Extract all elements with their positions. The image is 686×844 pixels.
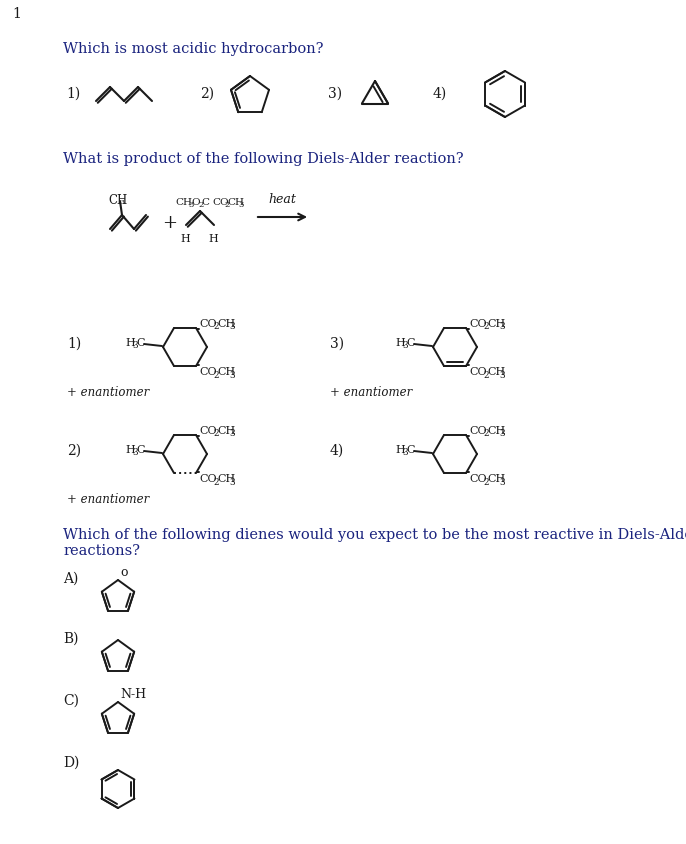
Text: 3: 3 (238, 201, 244, 208)
Text: 3: 3 (499, 429, 505, 438)
Text: CO: CO (199, 473, 217, 484)
Text: + enantiomer: + enantiomer (67, 492, 150, 506)
Text: 1): 1) (66, 87, 80, 101)
Text: C: C (136, 338, 145, 348)
Text: A): A) (63, 571, 78, 585)
Text: 3: 3 (229, 371, 235, 379)
Text: CO: CO (469, 318, 486, 328)
Text: B): B) (63, 631, 78, 645)
Text: 2): 2) (67, 443, 81, 457)
Text: CO: CO (199, 425, 217, 436)
Text: heat: heat (268, 192, 296, 206)
Text: 3: 3 (402, 341, 407, 350)
Text: H: H (208, 234, 218, 244)
Text: 2: 2 (198, 201, 203, 208)
Text: CO: CO (469, 425, 486, 436)
Text: 3: 3 (229, 477, 235, 486)
Text: ₃: ₃ (121, 197, 125, 206)
Text: Which of the following dienes would you expect to be the most reactive in Diels-: Which of the following dienes would you … (63, 528, 686, 558)
Text: CH: CH (487, 318, 506, 328)
Text: 3: 3 (499, 371, 505, 379)
Text: CO: CO (199, 366, 217, 376)
Text: 2: 2 (213, 429, 219, 438)
Text: 2): 2) (200, 87, 214, 101)
Text: 1): 1) (67, 337, 81, 350)
Text: CH: CH (217, 318, 235, 328)
Text: 3): 3) (330, 337, 344, 350)
Text: CH: CH (227, 197, 244, 207)
Text: CO: CO (199, 318, 217, 328)
Text: 1: 1 (12, 7, 21, 21)
Text: C: C (406, 338, 414, 348)
Text: What is product of the following Diels-Alder reaction?: What is product of the following Diels-A… (63, 152, 464, 165)
Text: CH: CH (487, 473, 506, 484)
Text: 3: 3 (229, 429, 235, 438)
Text: + enantiomer: + enantiomer (67, 386, 150, 398)
Text: CO: CO (469, 473, 486, 484)
Text: 3): 3) (328, 87, 342, 101)
Text: 2: 2 (213, 477, 219, 486)
Text: 2: 2 (213, 322, 219, 331)
Text: C: C (201, 197, 209, 207)
Text: H: H (395, 445, 405, 454)
Text: + enantiomer: + enantiomer (330, 386, 412, 398)
Text: Which is most acidic hydrocarbon?: Which is most acidic hydrocarbon? (63, 42, 324, 56)
Text: 3: 3 (132, 341, 138, 350)
Text: C: C (406, 445, 414, 454)
Text: +: + (162, 214, 177, 232)
Text: CH: CH (175, 197, 192, 207)
Text: 3: 3 (229, 322, 235, 331)
Text: CH: CH (487, 366, 506, 376)
Text: 2: 2 (483, 429, 488, 438)
Text: H: H (125, 338, 134, 348)
Text: O: O (191, 197, 200, 207)
Text: H: H (180, 234, 190, 244)
Text: CH: CH (217, 425, 235, 436)
Text: D): D) (63, 755, 80, 769)
Text: H: H (125, 445, 134, 454)
Text: 3: 3 (499, 322, 505, 331)
Text: CH: CH (487, 425, 506, 436)
Text: 2: 2 (483, 322, 488, 331)
Text: H: H (395, 338, 405, 348)
Text: C: C (136, 445, 145, 454)
Text: 4): 4) (330, 443, 344, 457)
Text: 2: 2 (483, 371, 488, 379)
Text: 2: 2 (213, 371, 219, 379)
Text: 4): 4) (433, 87, 447, 101)
Text: 2: 2 (483, 477, 488, 486)
Text: CH: CH (217, 366, 235, 376)
Text: C): C) (63, 693, 79, 707)
Text: CO: CO (212, 197, 228, 207)
Text: CH: CH (108, 194, 127, 207)
Text: 2: 2 (224, 201, 229, 208)
Text: 3: 3 (402, 448, 407, 457)
Text: o: o (120, 565, 128, 578)
Text: N-H: N-H (120, 687, 146, 701)
Text: CO: CO (469, 366, 486, 376)
Text: 3: 3 (132, 448, 138, 457)
Text: 3: 3 (188, 201, 193, 208)
Text: CH: CH (217, 473, 235, 484)
Text: 3: 3 (499, 477, 505, 486)
